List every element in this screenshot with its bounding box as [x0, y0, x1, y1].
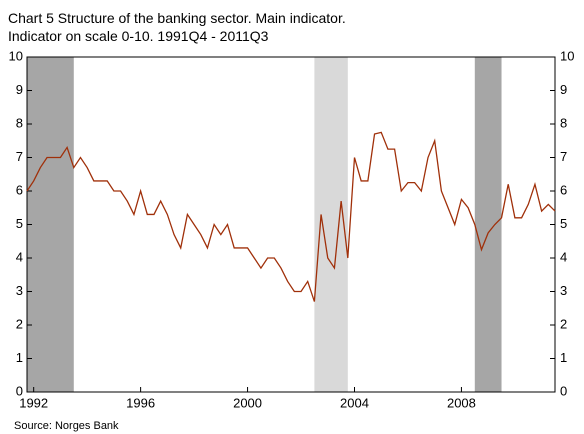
y-tick-label: 9 — [16, 82, 23, 97]
y2-tick-label: 7 — [560, 149, 567, 164]
y-tick-label: 6 — [16, 182, 23, 197]
shaded-region — [314, 57, 348, 392]
x-tick-label: 1992 — [19, 395, 48, 410]
y-tick-label: 8 — [16, 115, 23, 130]
y2-tick-label: 2 — [560, 316, 567, 331]
y2-tick-label: 1 — [560, 350, 567, 365]
shaded-region — [474, 57, 502, 392]
y-tick-label: 5 — [16, 216, 23, 231]
y2-tick-label: 6 — [560, 182, 567, 197]
shaded-region — [27, 57, 74, 392]
y-tick-label: 2 — [16, 316, 23, 331]
y2-tick-label: 4 — [560, 249, 567, 264]
y-tick-label: 4 — [16, 249, 23, 264]
chart-title: Chart 5 Structure of the banking sector.… — [8, 10, 346, 26]
y2-tick-label: 8 — [560, 115, 567, 130]
x-tick-label: 2000 — [233, 395, 262, 410]
x-tick-label: 2008 — [447, 395, 476, 410]
y-tick-label: 3 — [16, 283, 23, 298]
y2-tick-label: 10 — [560, 48, 574, 63]
y-tick-label: 1 — [16, 350, 23, 365]
x-tick-label: 2004 — [340, 395, 369, 410]
chart-subtitle: Indicator on scale 0-10. 1991Q4 - 2011Q3 — [8, 28, 269, 44]
y2-tick-label: 0 — [560, 383, 567, 398]
line-series — [26, 131, 556, 302]
y-tick-label: 10 — [9, 48, 23, 63]
y-tick-label: 0 — [16, 383, 23, 398]
y2-tick-label: 9 — [560, 82, 567, 97]
x-tick-label: 1996 — [126, 395, 155, 410]
y2-tick-label: 3 — [560, 283, 567, 298]
source: Source: Norges Bank — [14, 420, 119, 432]
y2-tick-label: 5 — [560, 216, 567, 231]
y-tick-label: 7 — [16, 149, 23, 164]
